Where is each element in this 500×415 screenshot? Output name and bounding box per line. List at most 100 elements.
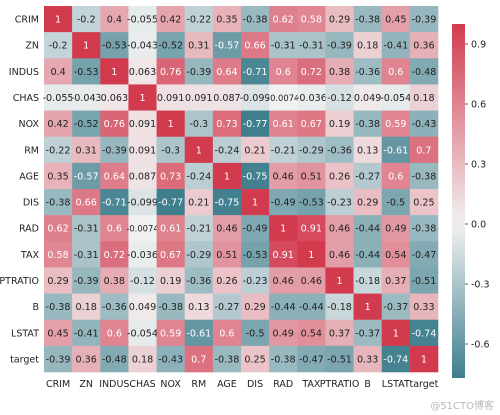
heatmap-cell [156, 267, 186, 294]
heatmap-cell [128, 58, 157, 85]
heatmap-cell [269, 84, 298, 111]
heatmap-cell [269, 189, 298, 216]
cell-value-label: 0.62 [47, 224, 68, 235]
heatmap-cell [297, 32, 326, 59]
y-tick-label: PTRATIO [0, 276, 39, 287]
heatmap-cell [100, 6, 129, 33]
heatmap-cell [297, 293, 326, 321]
cell-value-label: -0.71 [243, 67, 268, 78]
cell-value-label: -0.31 [74, 224, 99, 235]
heatmap-cell [241, 32, 270, 59]
heatmap-cell [325, 215, 354, 242]
heatmap-cell [353, 319, 383, 347]
cell-value-label: -0.21 [271, 145, 296, 156]
cell-value-label: 0.19 [160, 276, 181, 287]
cell-value-label: -0.054 [380, 93, 411, 104]
cell-value-label: -0.31 [74, 250, 99, 261]
heatmap-cell [409, 162, 439, 190]
heatmap-cell [241, 215, 270, 242]
heatmap-cell [241, 110, 270, 138]
heatmap-cell [325, 84, 354, 111]
x-tick-label: target [409, 379, 438, 390]
heatmap-cell [100, 215, 129, 242]
cell-value-label: -0.53 [74, 67, 99, 78]
cell-value-label: 0.29 [244, 302, 265, 313]
heatmap-cell [353, 345, 383, 373]
heatmap-cell [409, 293, 439, 321]
x-tick-label: PTRATIO [320, 379, 360, 390]
cell-value-label: 0.087 [213, 93, 240, 104]
cell-value-label: 0.59 [385, 119, 406, 130]
cell-value-label: -0.5 [386, 198, 405, 209]
heatmap-cell [353, 6, 383, 33]
heatmap-cell [184, 58, 214, 85]
y-tick-label: DIS [23, 198, 39, 209]
cell-value-label: 0.18 [357, 41, 378, 52]
heatmap-cell [72, 58, 101, 85]
cell-value-label: -0.043 [127, 41, 158, 52]
heatmap-cell [128, 345, 157, 373]
heatmap-cell [381, 162, 411, 190]
cell-value-label: -0.36 [186, 276, 211, 287]
heatmap-cell [241, 162, 270, 190]
cell-value-label: 0.7 [416, 145, 431, 156]
cell-value-label: 0.063 [129, 67, 156, 78]
cell-value-label: 0.72 [301, 67, 322, 78]
heatmap-cell [325, 32, 354, 59]
cell-value-label: 1 [196, 145, 202, 156]
cell-value-label: 0.54 [385, 250, 406, 261]
cell-value-label: 1 [365, 302, 371, 313]
cell-value-label: 0.091 [129, 145, 156, 156]
heatmap-cell [353, 267, 383, 294]
cell-value-label: 0.37 [329, 328, 350, 339]
heatmap-cell [325, 58, 354, 85]
cell-value-label: -0.61 [186, 328, 211, 339]
heatmap-cell [353, 110, 383, 138]
heatmap-cell [128, 293, 157, 321]
heatmap-cell [325, 110, 354, 138]
heatmap-cell [44, 84, 73, 111]
heatmap-cell [325, 345, 354, 373]
x-tick-label: B [364, 379, 371, 390]
cell-value-label: 0.76 [160, 67, 181, 78]
cell-value-label: -0.099 [127, 198, 158, 209]
heatmap-cell [100, 58, 129, 85]
heatmap-cell [325, 241, 354, 268]
cell-value-label: -0.055 [43, 93, 74, 104]
y-tick-label: target [10, 354, 39, 365]
heatmap-cell [72, 84, 101, 111]
cell-value-label: -0.71 [102, 198, 127, 209]
heatmap-cell [381, 293, 411, 321]
cell-value-label: 1 [280, 224, 286, 235]
cell-value-label: -0.12 [327, 93, 352, 104]
cell-value-label: 0.18 [132, 354, 153, 365]
cell-value-label: -0.41 [74, 328, 99, 339]
heatmap-cell [353, 58, 383, 85]
cell-value-label: 0.46 [301, 276, 322, 287]
y-tick-label: RM [24, 145, 39, 156]
cell-value-label: -0.53 [243, 250, 268, 261]
cell-value-label: 0.73 [160, 171, 181, 182]
y-tick-label: INDUS [9, 67, 39, 78]
cell-value-label: 0.54 [301, 328, 322, 339]
cell-value-label: 0.4 [107, 15, 122, 26]
cell-value-label: 1 [55, 15, 61, 26]
cell-value-label: 0.36 [413, 41, 434, 52]
heatmap-cell [409, 345, 439, 373]
heatmap-cell [184, 110, 214, 138]
heatmap-cell [381, 32, 411, 59]
heatmap-cell [409, 6, 439, 33]
y-tick-label: CRIM [15, 15, 39, 26]
heatmap-cell [381, 6, 411, 33]
heatmap-cell [156, 136, 186, 164]
heatmap-cell [212, 136, 242, 164]
heatmap-cell [409, 267, 439, 294]
heatmap-cell [381, 215, 411, 242]
heatmap-cell [100, 136, 129, 164]
heatmap-cell [44, 241, 73, 268]
cell-value-label: -0.23 [243, 276, 268, 287]
colorbar-tick-label: 0.9 [471, 40, 486, 51]
heatmap-cell [100, 84, 129, 111]
cell-value-label: -0.47 [412, 250, 437, 261]
heatmap-cell [269, 319, 298, 347]
